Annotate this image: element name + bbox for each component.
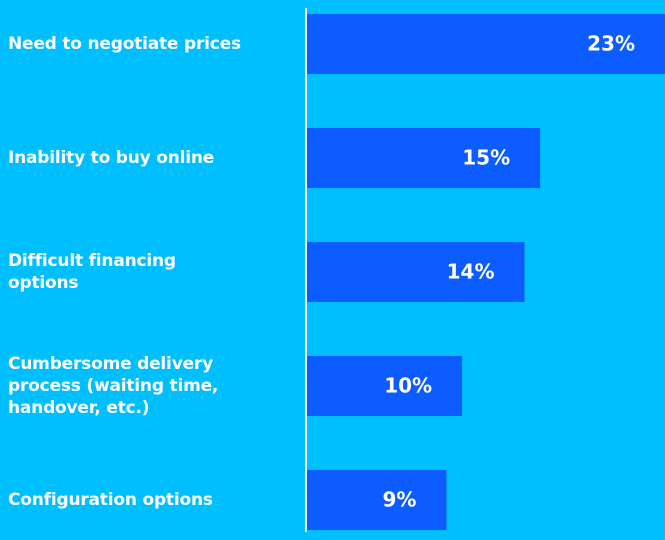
bar [306,128,541,188]
value-label: 23% [587,32,635,56]
category-label: Need to negotiate prices [8,34,241,54]
bar [306,14,665,74]
category-label: Configuration options [8,490,213,510]
value-label: 14% [447,260,495,284]
category-label: Inability to buy online [8,148,215,168]
value-label: 15% [462,146,510,170]
category-label: Cumbersome delivery process (waiting tim… [8,354,219,418]
value-label: 9% [383,488,417,512]
bar [306,356,463,416]
category-label: Difficult financing options [8,251,176,293]
bar [306,470,447,530]
bar [306,242,525,302]
value-label: 10% [384,374,432,398]
